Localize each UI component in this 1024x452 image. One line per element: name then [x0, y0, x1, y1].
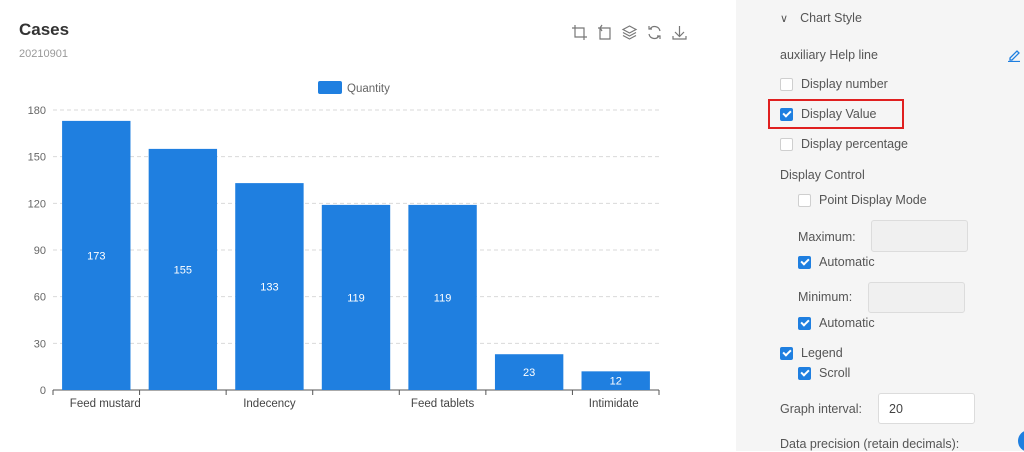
legend-label: Legend [801, 346, 843, 360]
y-tick-label: 90 [34, 245, 46, 257]
minimum-automatic-label: Automatic [819, 316, 875, 330]
graph-interval-label: Graph interval: [780, 402, 862, 416]
area-zoom-icon[interactable] [571, 24, 588, 41]
y-tick-label: 60 [34, 292, 46, 304]
maximum-automatic-label: Automatic [819, 255, 875, 269]
restore-icon[interactable] [646, 24, 663, 41]
point-display-mode-label: Point Display Mode [819, 193, 927, 207]
x-tick-label: Intimidate [589, 398, 639, 410]
chart-style-section-header[interactable]: ∨ Chart Style [780, 11, 862, 25]
data-view-icon[interactable] [621, 24, 638, 41]
maximum-row: Maximum: [798, 230, 856, 244]
data-precision-row: Data precision (retain decimals): [780, 437, 959, 451]
auxiliary-help-line-row: auxiliary Help line [780, 48, 878, 62]
minimum-row: Minimum: [798, 290, 852, 304]
bar [148, 148, 218, 390]
display-value-label: Display Value [801, 107, 877, 121]
display-value-box[interactable] [780, 107, 793, 121]
bar-value-label: 173 [87, 250, 105, 262]
scroll-checkbox[interactable]: Scroll [798, 366, 850, 380]
bar-value-label: 12 [610, 376, 622, 388]
maximum-label: Maximum: [798, 230, 856, 244]
chart-subtitle: 20210901 [19, 48, 68, 60]
display-value-highlight-box [768, 99, 904, 129]
chevron-down-icon: ∨ [780, 12, 789, 25]
download-icon[interactable] [671, 24, 688, 41]
display-number-box[interactable] [780, 77, 793, 91]
maximum-input[interactable] [871, 220, 968, 252]
scroll-box[interactable] [798, 366, 811, 380]
chart-toolbox [571, 24, 688, 41]
chart-style-label: Chart Style [800, 11, 862, 25]
bar-value-label: 119 [434, 292, 452, 304]
legend-checkbox[interactable]: Legend [780, 346, 843, 360]
bar-chart: 0 30 60 90 120 150 180 173 155 133 119 119 23 12 Feed … [28, 81, 660, 410]
bar-value-label: 23 [523, 367, 535, 379]
display-number-checkbox[interactable]: Display number [780, 77, 888, 91]
bar-value-label: 155 [174, 264, 192, 276]
chart-title: Cases [19, 20, 70, 39]
floating-action-button[interactable] [1018, 430, 1024, 452]
legend-box[interactable] [780, 346, 793, 360]
minimum-automatic-checkbox[interactable]: Automatic [798, 316, 875, 330]
chart-panel: Cases 20210901 0 30 60 90 120 150 180 173 155 133… [19, 20, 688, 410]
data-precision-label: Data precision (retain decimals): [780, 437, 960, 451]
y-tick-label: 150 [28, 152, 46, 164]
bar [581, 371, 650, 390]
display-value-checkbox[interactable]: Display Value [780, 107, 877, 121]
legend-label: Quantity [347, 83, 390, 95]
y-tick-label: 120 [28, 198, 46, 210]
display-percentage-label: Display percentage [801, 137, 909, 151]
display-control-label: Display Control [780, 168, 865, 182]
bar-value-label: 119 [347, 292, 365, 304]
minimum-label: Minimum: [798, 290, 853, 304]
y-tick-label: 0 [40, 385, 46, 397]
y-tick-label: 30 [34, 338, 46, 350]
point-display-mode-box[interactable] [798, 193, 811, 207]
minimum-automatic-box[interactable] [798, 316, 811, 330]
display-control-heading: Display Control [780, 168, 865, 182]
bar [235, 183, 304, 390]
display-percentage-box[interactable] [780, 137, 793, 151]
bar-value-label: 133 [260, 282, 278, 294]
maximum-automatic-box[interactable] [798, 255, 811, 269]
auxiliary-help-line-label: auxiliary Help line [780, 48, 878, 62]
bar [62, 120, 131, 390]
legend-swatch [318, 81, 342, 94]
display-percentage-checkbox[interactable]: Display percentage [780, 137, 908, 151]
display-number-label: Display number [801, 77, 888, 91]
maximum-automatic-checkbox[interactable]: Automatic [798, 255, 875, 269]
bar [408, 204, 477, 390]
graph-interval-input[interactable]: 20 [878, 393, 975, 424]
x-tick-label: Feed mustard [70, 398, 141, 410]
x-tick-label: Feed tablets [411, 398, 475, 410]
bar [494, 354, 564, 390]
bar [321, 204, 391, 390]
minimum-input[interactable] [868, 282, 965, 313]
graph-interval-row: Graph interval: [780, 402, 862, 416]
point-display-mode-checkbox[interactable]: Point Display Mode [798, 193, 927, 207]
scroll-label: Scroll [819, 366, 851, 380]
settings-panel: ∨ Chart Style auxiliary Help line Displa… [736, 0, 1024, 451]
zoom-reset-icon[interactable] [596, 24, 613, 41]
y-tick-label: 180 [28, 105, 46, 117]
x-tick-label: Indecency [243, 398, 296, 410]
edit-icon[interactable] [1007, 48, 1021, 62]
